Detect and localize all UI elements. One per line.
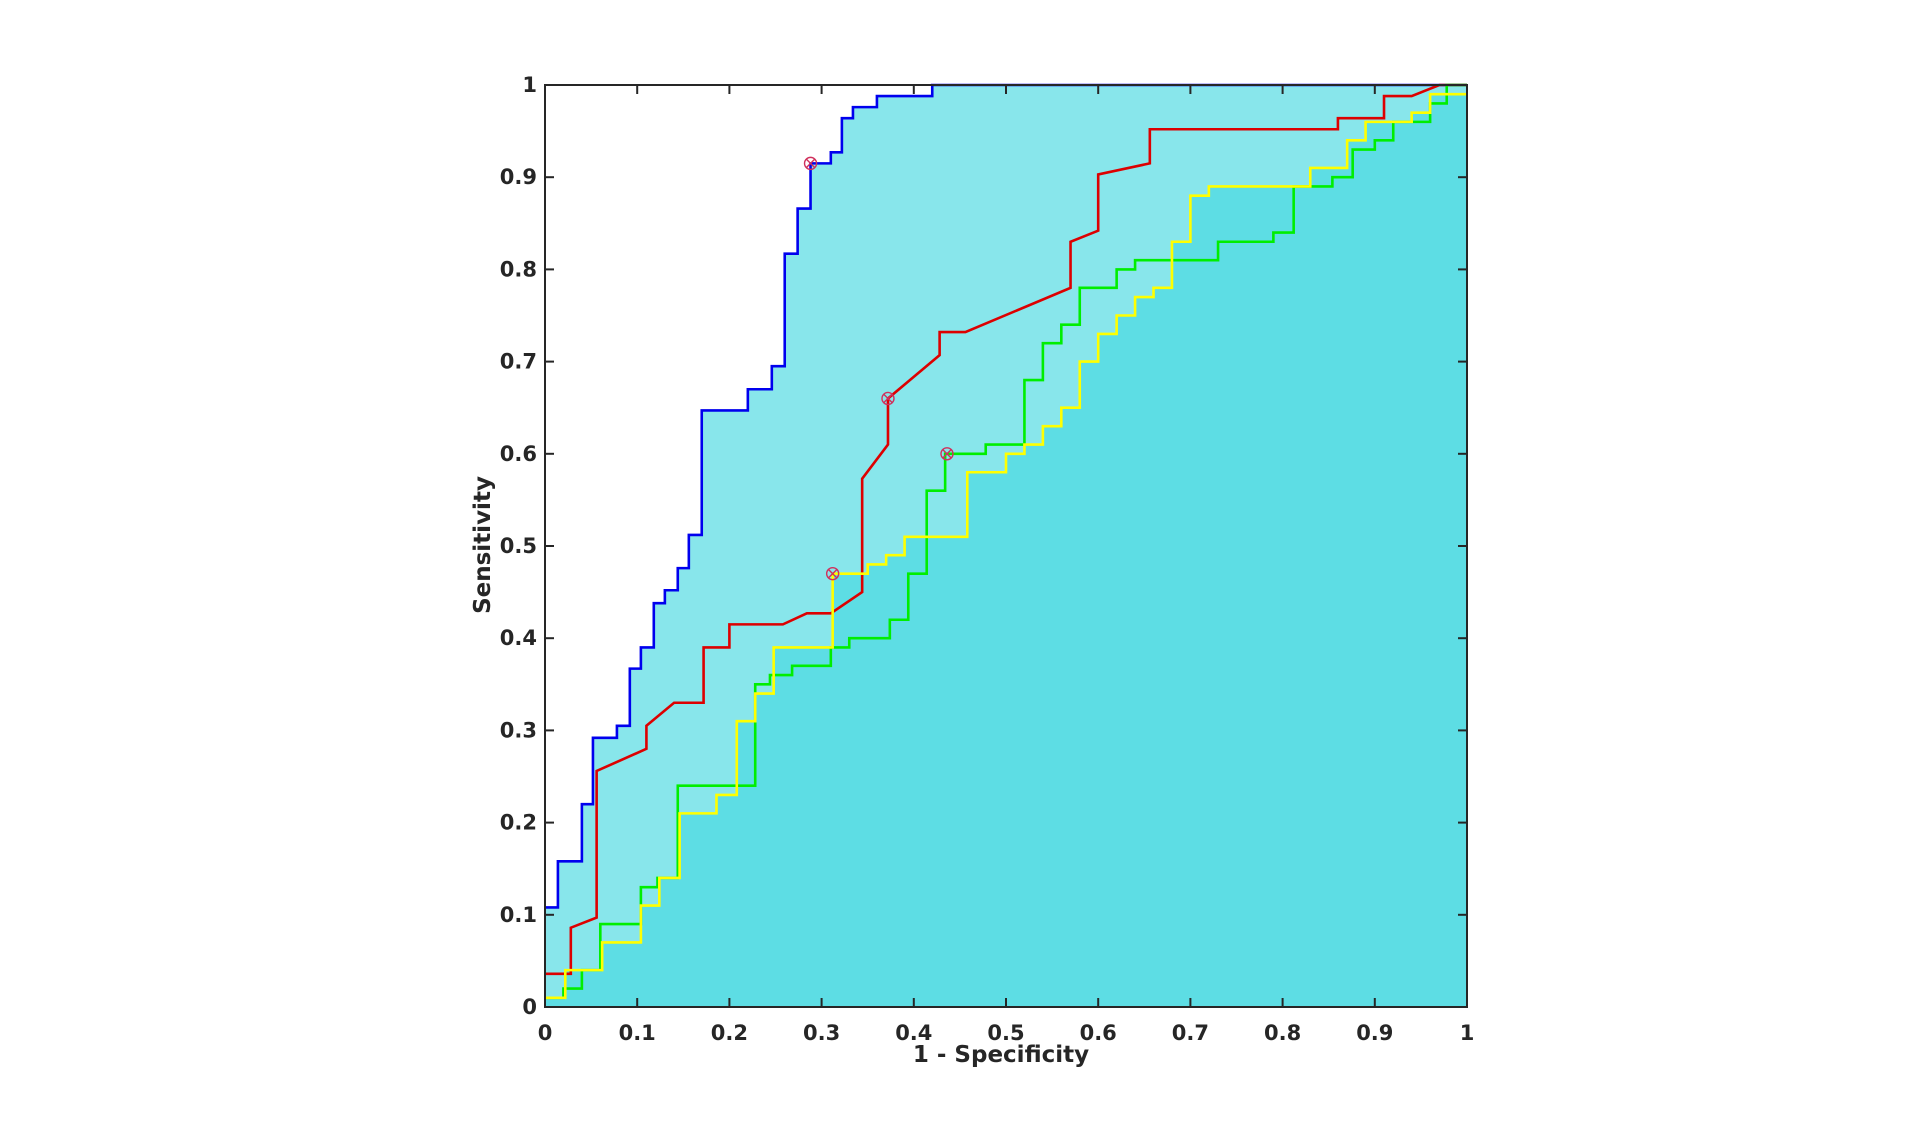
marker-layer [803, 156, 954, 581]
y-tick-label: 0 [522, 995, 537, 1019]
x-tick-label: 0 [538, 1021, 553, 1045]
y-tick-label: 0.6 [500, 442, 537, 466]
operating-point-2 [881, 391, 895, 406]
operating-point-1 [803, 156, 818, 171]
y-axis-title: Sensitivity [470, 476, 496, 614]
y-tick-label: 0.1 [500, 903, 537, 927]
fill-layer [545, 85, 1467, 1008]
operating-point-4 [825, 566, 840, 581]
y-tick-label: 0.5 [500, 534, 537, 558]
x-tick-label: 0.1 [619, 1021, 656, 1045]
x-tick-label: 0.7 [1172, 1021, 1209, 1045]
x-tick-label: 0.2 [711, 1021, 748, 1045]
x-tick-label: 0.4 [895, 1021, 932, 1045]
y-tick-label: 0.4 [500, 626, 537, 650]
operating-point-3 [940, 447, 954, 461]
roc-curve-4 [545, 92, 1467, 1000]
x-axis-title: 1 - Specificity [913, 1042, 1089, 1068]
x-tick-label: 0.5 [987, 1021, 1024, 1045]
y-tick-label: 0.8 [500, 257, 537, 281]
operating-point-circle [881, 391, 895, 406]
x-tick-label: 0.6 [1080, 1021, 1117, 1045]
y-tick-label: 0.7 [500, 350, 537, 374]
axes-layer: 0 0.1 0.2 0.3 0.4 0.5 0.6 0.7 0.8 0.9 1 0 0.1 0.2 0.3 0… [500, 73, 1475, 1045]
y-tick-label: 0.9 [500, 165, 537, 189]
operating-point-cross [827, 568, 838, 579]
operating-point-circle [940, 447, 954, 461]
x-tick-label: 0.9 [1356, 1021, 1393, 1045]
y-tick-label: 1 [522, 73, 537, 97]
operating-point-cross [942, 449, 952, 459]
x-tick-label: 0.3 [803, 1021, 840, 1045]
series-layer [545, 83, 1467, 1000]
roc-curve-2 [545, 83, 1467, 976]
operating-point-circle [803, 156, 818, 171]
x-tick-label: 1 [1460, 1021, 1475, 1045]
x-tick-label: 0.8 [1264, 1021, 1301, 1045]
roc-curve-1 [545, 83, 1467, 909]
operating-point-cross [883, 393, 893, 404]
area-under-curve-lower [545, 94, 1467, 1008]
y-tick-label: 0.3 [500, 718, 537, 742]
operating-point-circle [825, 566, 840, 581]
operating-point-cross [805, 158, 816, 169]
y-tick-label: 0.2 [500, 811, 537, 835]
